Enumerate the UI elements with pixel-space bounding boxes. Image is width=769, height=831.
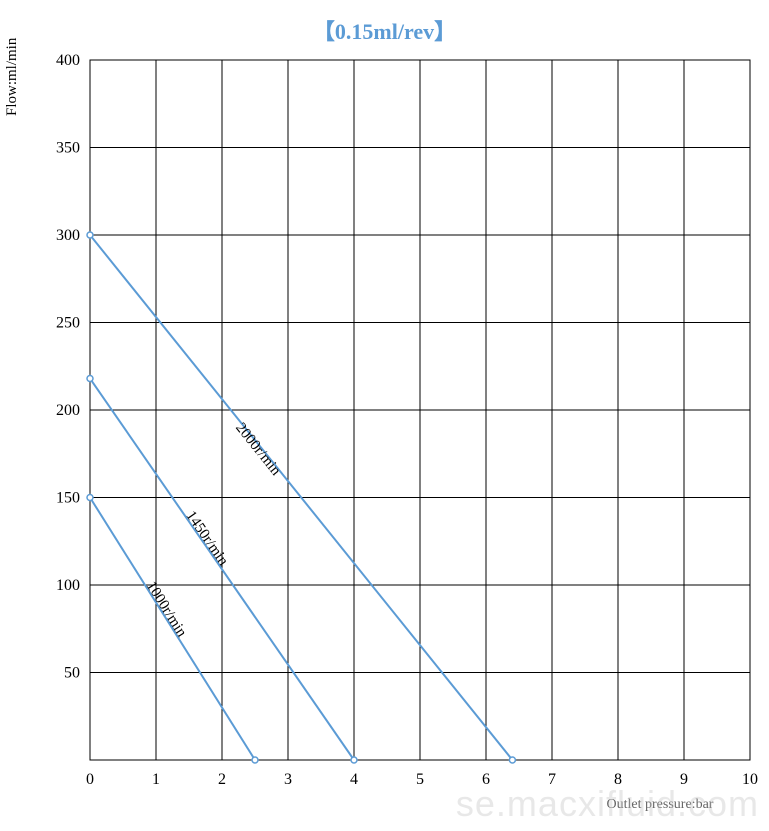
x-tick-label: 1 — [152, 771, 160, 788]
x-tick-label: 5 — [416, 771, 424, 788]
chart-title: 【0.15ml/rev】 — [0, 14, 769, 46]
y-axis-label: Flow:ml/min — [4, 37, 20, 116]
series-marker — [87, 376, 93, 382]
y-tick-label: 100 — [56, 577, 80, 594]
y-tick-label: 250 — [56, 315, 80, 332]
x-tick-label: 0 — [86, 771, 94, 788]
series-marker — [87, 495, 93, 501]
y-tick-label: 200 — [56, 402, 80, 419]
x-tick-label: 4 — [350, 771, 358, 788]
series-marker — [351, 757, 357, 763]
x-tick-label: 3 — [284, 771, 292, 788]
series-marker — [509, 757, 515, 763]
x-tick-label: 2 — [218, 771, 226, 788]
watermark-text: se.macxifluid.com — [456, 783, 759, 825]
y-tick-label: 300 — [56, 227, 80, 244]
y-tick-label: 50 — [64, 665, 80, 682]
flow-pressure-chart: 01234567891050100150200250300350400Flow:… — [0, 0, 769, 831]
y-tick-label: 150 — [56, 490, 80, 507]
series-marker — [87, 232, 93, 238]
y-tick-label: 400 — [56, 52, 80, 69]
y-tick-label: 350 — [56, 140, 80, 157]
series-marker — [252, 757, 258, 763]
